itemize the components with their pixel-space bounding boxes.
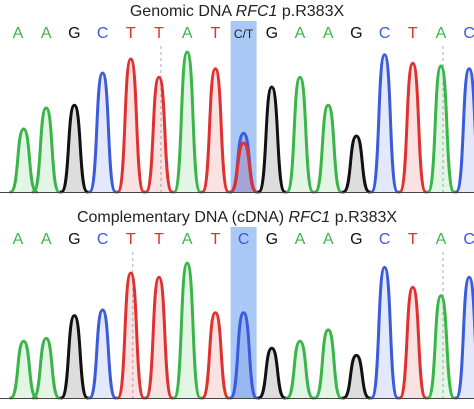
peak-trace-C: [454, 67, 474, 194]
peak-trace-T: [200, 311, 230, 400]
base-call-label: C: [97, 231, 109, 248]
base-call-label: A: [13, 231, 24, 248]
peak-trace-T: [200, 67, 230, 194]
base-call-label: T: [154, 231, 164, 248]
peak-trace-T: [116, 57, 146, 194]
peak-trace-T: [116, 271, 146, 400]
peak-trace-G: [341, 353, 371, 400]
base-call-label: T: [211, 25, 221, 42]
peak-trace-C: [88, 308, 118, 400]
peak-trace-A: [172, 261, 202, 400]
base-call-label: A: [323, 231, 334, 248]
base-call-label: A: [182, 231, 193, 248]
peak-trace-C: [454, 275, 474, 400]
base-call-label: T: [126, 25, 136, 42]
peak-trace-T: [398, 285, 428, 400]
base-call-label: A: [41, 25, 52, 42]
peak-trace-A: [313, 328, 343, 400]
peak-trace-C: [229, 311, 259, 400]
peak-trace-A: [426, 294, 456, 400]
base-call-label: C: [379, 25, 391, 42]
variant-highlight: [230, 21, 257, 192]
peak-trace-A: [285, 339, 315, 400]
base-call-label: T: [211, 231, 221, 248]
base-call-label: A: [436, 231, 447, 248]
genomic-title-gene: RFC1: [236, 3, 278, 20]
peak-trace-A: [172, 50, 202, 194]
peak-trace-A: [9, 339, 39, 400]
cdna-title-prefix: Complementary DNA (cDNA): [77, 209, 289, 226]
base-call-label: A: [295, 25, 306, 42]
cdna-title-gene: RFC1: [289, 209, 331, 226]
genomic-title-suffix: p.R383X: [277, 3, 344, 20]
peak-trace-T: [144, 275, 174, 400]
base-call-label: T: [154, 25, 164, 42]
base-call-label: A: [323, 25, 334, 42]
base-call-label: G: [68, 25, 80, 42]
base-call-label: A: [13, 25, 24, 42]
peak-trace-A: [31, 106, 61, 194]
base-call-label: G: [266, 25, 278, 42]
peak-trace-G: [59, 314, 89, 400]
base-call-label: G: [350, 25, 362, 42]
peak-trace-G: [59, 103, 89, 194]
base-call-label: C: [463, 231, 474, 248]
peak-trace-T: [144, 75, 174, 194]
genomic-panel-title: Genomic DNA RFC1 p.R383X: [130, 3, 345, 20]
base-call-label: T: [408, 25, 418, 42]
base-call-label: T: [126, 231, 136, 248]
base-call-label: C: [379, 231, 391, 248]
base-call-label: G: [266, 231, 278, 248]
peak-trace-A: [426, 64, 456, 194]
base-call-label: T: [408, 231, 418, 248]
peak-fill: [456, 277, 474, 398]
cdna-title-suffix: p.R383X: [330, 209, 397, 226]
peak-fill: [456, 68, 474, 192]
base-call-label: G: [350, 231, 362, 248]
peak-trace-T: [398, 61, 428, 194]
base-call-label: C: [97, 25, 109, 42]
peak-trace-C: [370, 53, 400, 194]
peak-trace-T: [229, 141, 259, 194]
base-call-label: C: [238, 231, 250, 248]
peak-trace-A: [31, 336, 61, 400]
peak-trace-G: [257, 85, 287, 194]
peak-trace-G: [257, 346, 287, 400]
peak-trace-A: [313, 103, 343, 194]
peak-trace-C: [370, 265, 400, 400]
peak-trace-C: [88, 71, 118, 194]
genomic-dna-panel: Genomic DNA RFC1 p.R383X A A G C T T A T C/T G A A G…: [0, 3, 474, 194]
base-call-label: A: [182, 25, 193, 42]
base-call-label: C: [463, 25, 474, 42]
peak-trace-A: [285, 75, 315, 194]
peak-trace-A: [9, 127, 39, 194]
cdna-panel-title: Complementary DNA (cDNA) RFC1 p.R383X: [77, 209, 397, 226]
base-call-label: G: [68, 231, 80, 248]
base-call-label: C/T: [234, 27, 254, 41]
peak-trace-G: [341, 134, 371, 194]
base-call-label: A: [295, 231, 306, 248]
genomic-title-prefix: Genomic DNA: [130, 3, 236, 20]
base-call-label: A: [436, 25, 447, 42]
base-call-label: A: [41, 231, 52, 248]
